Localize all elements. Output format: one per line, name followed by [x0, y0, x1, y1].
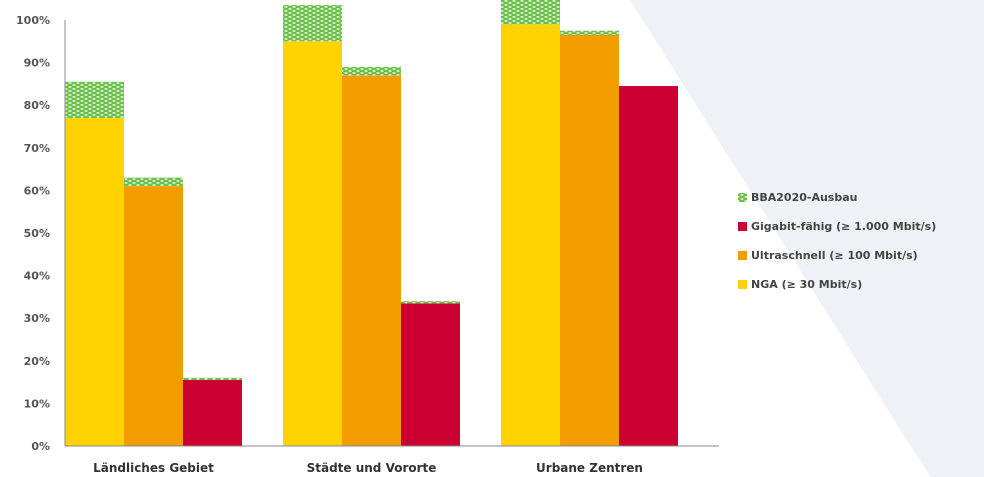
bar: [124, 186, 183, 446]
y-tick-label: 0%: [31, 440, 50, 453]
legend-item: Ultraschnell (≥ 100 Mbit/s): [738, 249, 918, 262]
y-tick-label: 50%: [24, 227, 50, 240]
bba-overlay-bar: [65, 81, 124, 118]
y-tick-label: 100%: [16, 14, 50, 27]
legend-label: BBA2020-Ausbau: [751, 191, 857, 204]
legend-swatch: [738, 251, 747, 260]
bar: [560, 34, 619, 446]
legend-label: NGA (≥ 30 Mbit/s): [751, 278, 862, 291]
x-category-label: Ländliches Gebiet: [93, 461, 214, 475]
legend-item: NGA (≥ 30 Mbit/s): [738, 278, 862, 291]
legend-swatch: [738, 193, 747, 202]
y-tick-label: 70%: [24, 142, 50, 155]
y-tick-label: 80%: [24, 99, 50, 112]
legend-swatch: [738, 222, 747, 231]
legend-item: Gigabit-fähig (≥ 1.000 Mbit/s): [738, 220, 936, 233]
legend-swatch: [738, 280, 747, 289]
legend-label: Gigabit-fähig (≥ 1.000 Mbit/s): [751, 220, 936, 233]
bba-overlay-bar: [401, 301, 460, 304]
bba-overlay-bar: [124, 177, 183, 187]
bar: [401, 303, 460, 446]
bar: [183, 379, 242, 446]
bar: [342, 75, 401, 446]
legend-label: Ultraschnell (≥ 100 Mbit/s): [751, 249, 918, 262]
y-tick-label: 90%: [24, 57, 50, 70]
bar: [501, 24, 560, 446]
y-tick-label: 20%: [24, 355, 50, 368]
y-tick-label: 60%: [24, 184, 50, 197]
bba-overlay-bar: [501, 0, 560, 25]
x-category-label: Urbane Zentren: [536, 461, 643, 475]
y-tick-label: 30%: [24, 312, 50, 325]
bar: [65, 117, 124, 446]
background-shape: [630, 0, 984, 477]
bar: [619, 86, 678, 446]
legend-item: BBA2020-Ausbau: [738, 191, 857, 204]
bba-overlay-bar: [342, 66, 401, 76]
x-category-label: Städte und Vororte: [307, 461, 437, 475]
y-tick-label: 40%: [24, 270, 50, 283]
bba-overlay-bar: [283, 5, 342, 42]
bba-overlay-bar: [560, 30, 619, 35]
bba-overlay-bar: [183, 377, 242, 380]
bar: [283, 41, 342, 447]
y-tick-label: 10%: [24, 397, 50, 410]
